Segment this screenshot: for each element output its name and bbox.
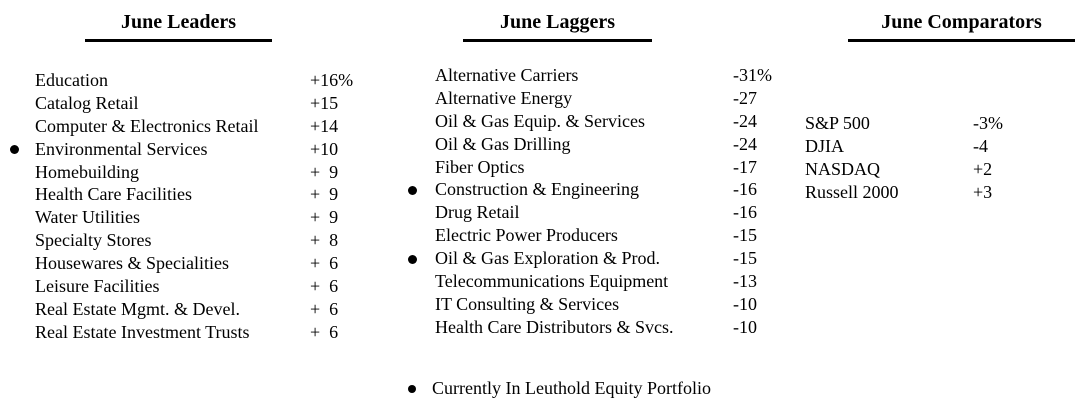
leaders-title: June Leaders	[121, 11, 236, 33]
index-label: NASDAQ	[805, 158, 881, 179]
sector-value: -15	[733, 248, 757, 269]
index-value: -3%	[973, 113, 1003, 133]
leader-row: Real Estate Mgmt. & Devel. + 6	[10, 298, 380, 321]
sector-label: Computer & Electronics Retail	[35, 115, 259, 136]
lagger-row: Drug Retail -16	[408, 201, 788, 224]
sector-value: + 6	[310, 298, 339, 319]
comparator-row: NASDAQ +2	[805, 158, 1085, 181]
sector-label: Specialty Stores	[35, 230, 152, 251]
sector-label: Homebuilding	[35, 161, 139, 182]
sector-label: Catalog Retail	[35, 92, 139, 113]
sector-label: Health Care Distributors & Svcs.	[435, 316, 674, 337]
sector-value: -24	[733, 133, 757, 154]
leader-row: Catalog Retail +15	[10, 92, 380, 115]
laggers-list: Alternative Carriers -31% Alternative En…	[408, 64, 788, 339]
leader-row: Education +16%	[10, 69, 380, 92]
leader-row: Real Estate Investment Trusts + 6	[10, 321, 380, 344]
leaders-list: Education +16% Catalog Retail +15 Comput…	[10, 69, 380, 344]
leader-row: Homebuilding + 9	[10, 161, 380, 184]
sector-value: + 6	[310, 321, 339, 342]
lagger-row: Telecommunications Equipment -13	[408, 270, 788, 293]
portfolio-bullet-icon	[408, 254, 417, 264]
leader-row: Housewares & Specialities + 6	[10, 252, 380, 275]
sector-label: Drug Retail	[435, 202, 520, 223]
lagger-row: Fiber Optics -17	[408, 156, 788, 179]
leader-row: Health Care Facilities + 9	[10, 183, 380, 206]
comparator-row: S&P 500 -3%	[805, 112, 1085, 135]
sector-value: + 9	[310, 207, 339, 228]
sector-label: Alternative Energy	[435, 87, 573, 108]
comparator-row: DJIA -4	[805, 135, 1085, 158]
lagger-row: IT Consulting & Services -10	[408, 293, 788, 316]
sector-label: Leisure Facilities	[35, 276, 160, 297]
sector-label: Real Estate Investment Trusts	[35, 321, 250, 342]
index-value: +3	[973, 181, 993, 202]
sector-value: -31%	[733, 65, 772, 85]
sector-value: -15	[733, 225, 757, 246]
index-value: -4	[973, 135, 988, 156]
sector-value: -16	[733, 202, 757, 223]
sector-value: -10	[733, 293, 757, 314]
sector-value: -13	[733, 271, 757, 292]
sector-value: +15	[310, 92, 339, 113]
sector-label: Health Care Facilities	[35, 184, 192, 205]
lagger-row: Construction & Engineering -16	[408, 178, 788, 201]
sector-value: + 6	[310, 276, 339, 297]
index-label: Russell 2000	[805, 181, 899, 202]
sector-label: Fiber Optics	[435, 156, 525, 177]
sector-value: + 9	[310, 161, 339, 182]
leader-row: Specialty Stores + 8	[10, 229, 380, 252]
sector-label: Water Utilities	[35, 207, 141, 228]
index-label: DJIA	[805, 135, 844, 156]
lagger-row: Electric Power Producers -15	[408, 224, 788, 247]
portfolio-bullet-icon	[10, 145, 19, 155]
sector-value: + 9	[310, 184, 339, 205]
sector-label: Oil & Gas Drilling	[435, 133, 571, 154]
leader-row: Water Utilities + 9	[10, 206, 380, 229]
sector-label: Environmental Services	[35, 138, 208, 159]
index-value: +2	[973, 158, 993, 179]
lagger-row: Health Care Distributors & Svcs. -10	[408, 316, 788, 339]
sector-label: Construction & Engineering	[435, 179, 639, 200]
sector-value: -24	[733, 110, 757, 131]
sector-label: Electric Power Producers	[435, 225, 618, 246]
comparators-header: June Comparators	[848, 8, 1075, 42]
sector-value: -17	[733, 156, 757, 177]
sector-value: +16%	[310, 70, 354, 90]
sector-label: Oil & Gas Exploration & Prod.	[435, 248, 660, 269]
comparators-list: S&P 500 -3% DJIA -4 NASDAQ +2 Russell 20…	[805, 112, 1085, 204]
sector-label: Real Estate Mgmt. & Devel.	[35, 298, 240, 319]
sector-value: + 6	[310, 253, 339, 274]
lagger-row: Oil & Gas Exploration & Prod. -15	[408, 247, 788, 270]
leaders-header: June Leaders	[85, 8, 272, 42]
lagger-row: Oil & Gas Drilling -24	[408, 133, 788, 156]
portfolio-bullet-icon	[408, 185, 417, 195]
laggers-title: June Laggers	[500, 11, 615, 33]
sector-label: IT Consulting & Services	[435, 293, 620, 314]
sector-label: Alternative Carriers	[435, 65, 579, 85]
sector-value: + 8	[310, 230, 339, 251]
sector-label: Oil & Gas Equip. & Services	[435, 110, 645, 131]
sector-value: +14	[310, 115, 339, 136]
leader-row: Environmental Services +10	[10, 138, 380, 161]
sector-label: Telecommunications Equipment	[435, 271, 669, 292]
sector-value: -27	[733, 87, 757, 108]
comparators-title: June Comparators	[881, 11, 1042, 33]
sector-label: Education	[35, 70, 108, 90]
sector-value: +10	[310, 138, 339, 159]
portfolio-bullet-icon	[408, 385, 416, 393]
comparator-row: Russell 2000 +3	[805, 181, 1085, 204]
sector-value: -10	[733, 316, 757, 337]
sector-label: Housewares & Specialities	[35, 253, 229, 274]
leader-row: Computer & Electronics Retail +14	[10, 115, 380, 138]
leader-row: Leisure Facilities + 6	[10, 275, 380, 298]
lagger-row: Oil & Gas Equip. & Services -24	[408, 110, 788, 133]
sector-value: -16	[733, 179, 757, 200]
lagger-row: Alternative Carriers -31%	[408, 64, 788, 87]
laggers-header: June Laggers	[463, 8, 652, 42]
index-label: S&P 500	[805, 113, 870, 133]
lagger-row: Alternative Energy -27	[408, 87, 788, 110]
bullet-legend-text: Currently In Leuthold Equity Portfolio	[432, 378, 711, 398]
